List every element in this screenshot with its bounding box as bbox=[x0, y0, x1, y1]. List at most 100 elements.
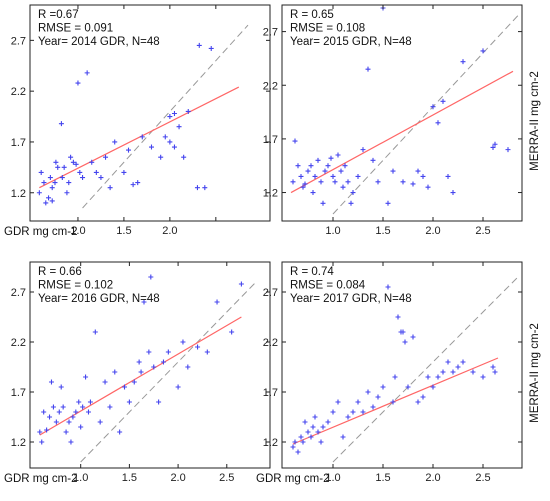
x-tick-label: 1.5 bbox=[122, 472, 137, 484]
data-point bbox=[312, 414, 318, 420]
data-point bbox=[58, 121, 64, 127]
data-point bbox=[194, 185, 200, 191]
y-tick-label: 2.2 bbox=[11, 337, 26, 349]
x-tick-label: 1.0 bbox=[325, 225, 340, 237]
y-tick-label: 2.7 bbox=[11, 287, 26, 299]
data-point bbox=[370, 157, 376, 163]
data-point bbox=[89, 159, 95, 165]
y-tick-label: 2.7 bbox=[11, 35, 26, 47]
data-point bbox=[320, 200, 326, 206]
data-point bbox=[107, 404, 113, 410]
one-to-one-line bbox=[82, 24, 249, 209]
data-point bbox=[375, 394, 381, 400]
x-tick-label: 2.5 bbox=[219, 472, 234, 484]
data-point bbox=[420, 394, 426, 400]
data-point bbox=[490, 144, 496, 150]
data-point bbox=[325, 163, 331, 169]
data-point bbox=[141, 299, 147, 305]
data-point bbox=[80, 404, 86, 410]
y-tick-label: 1.7 bbox=[263, 134, 278, 146]
data-point bbox=[181, 154, 187, 160]
data-point bbox=[332, 179, 338, 185]
data-point bbox=[460, 59, 466, 65]
data-point bbox=[298, 173, 304, 179]
data-point bbox=[73, 161, 79, 167]
data-point bbox=[63, 429, 69, 435]
data-point bbox=[162, 134, 168, 140]
data-point bbox=[176, 124, 182, 130]
data-point bbox=[330, 173, 336, 179]
data-point bbox=[440, 369, 446, 375]
data-point bbox=[68, 154, 74, 160]
data-point bbox=[300, 184, 306, 190]
data-point bbox=[295, 163, 301, 169]
data-point bbox=[325, 419, 331, 425]
data-point bbox=[121, 169, 127, 175]
data-point bbox=[340, 434, 346, 440]
data-point bbox=[350, 190, 356, 196]
data-point bbox=[47, 414, 53, 420]
data-point bbox=[300, 439, 306, 445]
data-point bbox=[53, 419, 59, 425]
data-point bbox=[202, 185, 208, 191]
data-point bbox=[46, 195, 52, 201]
y-tick-label: 2.2 bbox=[11, 86, 26, 98]
data-point bbox=[84, 70, 90, 76]
data-point bbox=[204, 349, 210, 355]
data-point bbox=[330, 409, 336, 415]
data-point bbox=[195, 344, 201, 350]
data-point bbox=[49, 198, 55, 204]
data-point bbox=[92, 329, 98, 335]
data-point bbox=[450, 369, 456, 375]
data-point bbox=[360, 147, 366, 153]
data-point bbox=[348, 200, 354, 206]
plot-frame bbox=[281, 4, 523, 222]
data-point bbox=[185, 364, 191, 370]
data-point bbox=[320, 424, 326, 430]
data-point bbox=[410, 334, 416, 340]
data-point bbox=[126, 147, 132, 153]
data-point bbox=[450, 190, 456, 196]
data-point bbox=[151, 364, 157, 370]
data-point bbox=[375, 179, 381, 185]
stats-annotation: R = 0.74 bbox=[290, 266, 334, 278]
data-point bbox=[93, 169, 99, 175]
data-point bbox=[440, 98, 446, 104]
data-point bbox=[36, 190, 42, 196]
data-point bbox=[73, 409, 79, 415]
data-point bbox=[400, 179, 406, 185]
data-point bbox=[292, 138, 298, 144]
data-point bbox=[385, 200, 391, 206]
data-point bbox=[131, 379, 137, 385]
data-point bbox=[322, 168, 328, 174]
x-tick-label: 1.5 bbox=[116, 225, 131, 237]
y-tick-label: 2.7 bbox=[263, 27, 278, 39]
x-axis-title: GDR mg cm-2 bbox=[4, 226, 77, 238]
data-point bbox=[302, 181, 308, 187]
y-tick-label: 1.2 bbox=[11, 188, 26, 200]
data-point bbox=[75, 80, 81, 86]
data-point bbox=[470, 369, 476, 375]
regression-line bbox=[290, 70, 514, 194]
data-point bbox=[171, 144, 177, 150]
stats-annotation: R = 0.65 bbox=[290, 9, 334, 21]
data-point bbox=[305, 168, 311, 174]
data-point bbox=[430, 104, 436, 110]
data-point bbox=[53, 159, 59, 165]
data-point bbox=[156, 399, 162, 405]
data-point bbox=[328, 155, 334, 161]
data-point bbox=[395, 314, 401, 320]
data-point bbox=[390, 168, 396, 174]
data-point bbox=[302, 419, 308, 425]
data-point bbox=[455, 364, 461, 370]
data-point bbox=[167, 114, 173, 120]
data-point bbox=[70, 414, 76, 420]
data-point bbox=[415, 399, 421, 405]
data-point bbox=[415, 168, 421, 174]
data-point bbox=[130, 182, 136, 188]
scatter-panel-2: 1.2 1.7 2.2 2.7 1.0 1.5 2.0 2.5 R = 0.65 RMSE = 0… bbox=[263, 4, 541, 237]
stats-annotation: Year= 2016 GDR, N=48 bbox=[38, 293, 160, 305]
data-point bbox=[315, 157, 321, 163]
data-point bbox=[490, 364, 496, 370]
